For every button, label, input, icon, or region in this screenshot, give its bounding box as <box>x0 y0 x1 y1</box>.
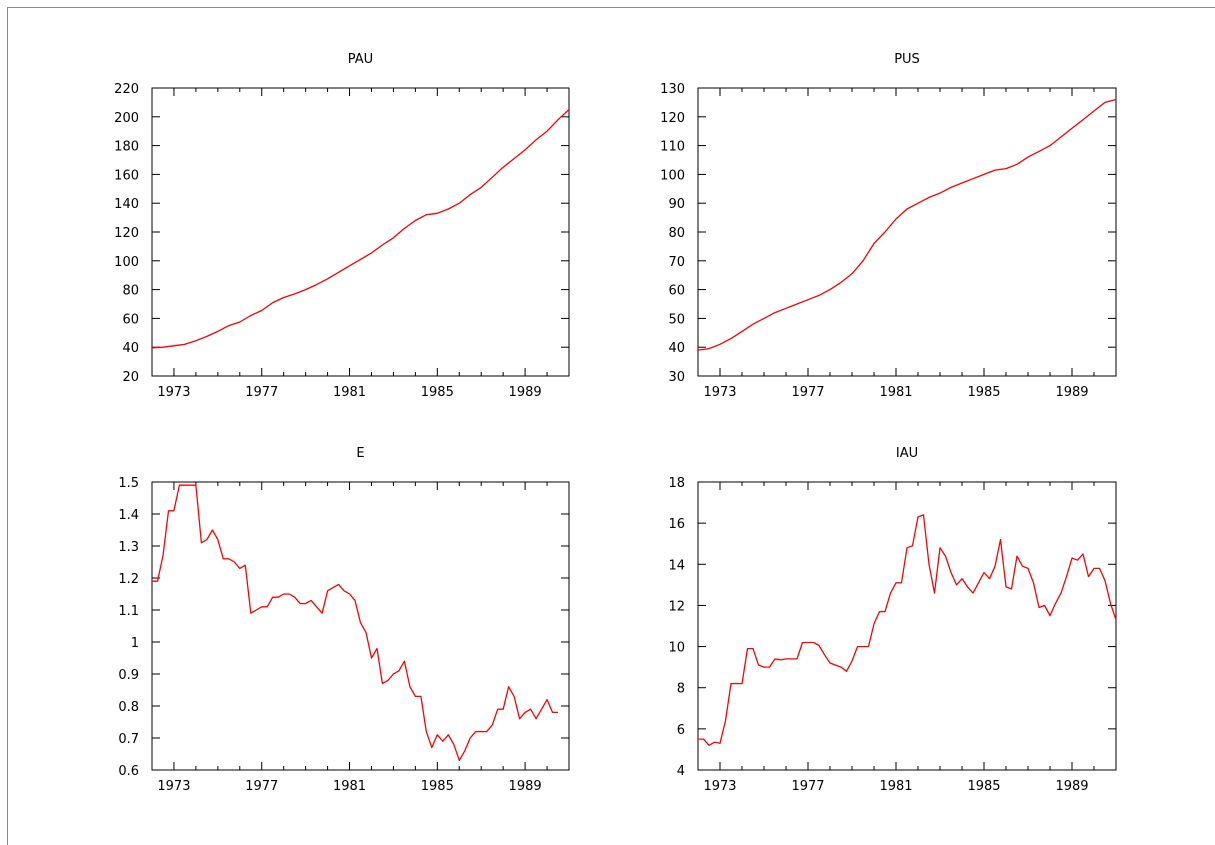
x-tick-label: 1989 <box>1055 779 1088 794</box>
x-tick-label: 1973 <box>157 779 190 794</box>
y-tick-label: 200 <box>114 111 139 126</box>
y-tick-label: 1 <box>131 636 139 651</box>
y-tick-label: 60 <box>122 312 139 327</box>
chart-panel-4: IAU 4 6 8 10 12 14 16 18 1973 1977 1981 1985 1989 <box>668 446 1117 794</box>
chart-panel-2: PUS 30 40 50 60 70 80 90 100 110 120 130 1973 1977 198… <box>660 52 1117 400</box>
chart-title: E <box>356 446 364 461</box>
y-tick-label: 120 <box>660 111 685 126</box>
x-tick-label: 1985 <box>967 385 1000 400</box>
y-tick-label: 14 <box>668 558 685 573</box>
y-tick-label: 1.5 <box>118 476 139 491</box>
x-tick-label: 1977 <box>245 779 278 794</box>
y-tick-label: 10 <box>668 641 685 656</box>
plot-frame <box>697 481 1117 771</box>
y-tick-label: 40 <box>668 341 685 356</box>
y-tick-label: 16 <box>668 517 685 532</box>
y-tick-label: 60 <box>668 284 685 299</box>
y-tick-label: 6 <box>677 723 685 738</box>
plot-frame <box>151 481 570 771</box>
x-tick-label: 1973 <box>157 385 190 400</box>
x-tick-label: 1985 <box>967 779 1000 794</box>
chart-title: PAU <box>348 52 373 67</box>
series-line-iau <box>698 514 1117 746</box>
series-line-e <box>152 484 558 762</box>
chart-title: IAU <box>896 446 918 461</box>
y-tick-label: 30 <box>668 370 685 385</box>
y-tick-label: 90 <box>668 197 685 212</box>
chart-window <box>7 7 1215 845</box>
x-tick-label: 1981 <box>333 779 366 794</box>
y-tick-label: 100 <box>660 168 685 183</box>
y-tick-label: 12 <box>668 599 685 614</box>
y-tick-label: 0.7 <box>118 732 139 747</box>
y-tick-label: 1.3 <box>118 540 139 555</box>
x-tick-label: 1985 <box>421 779 454 794</box>
y-tick-label: 160 <box>114 168 139 183</box>
x-tick-label: 1981 <box>879 385 912 400</box>
y-tick-label: 4 <box>677 764 685 779</box>
chart-title: PUS <box>894 52 920 67</box>
y-tick-label: 140 <box>114 197 139 212</box>
x-tick-label: 1973 <box>703 385 736 400</box>
y-tick-label: 18 <box>668 476 685 491</box>
y-tick-label: 50 <box>668 312 685 327</box>
x-tick-label: 1977 <box>791 385 824 400</box>
y-tick-label: 120 <box>114 226 139 241</box>
y-tick-label: 1.4 <box>118 508 139 523</box>
y-tick-label: 180 <box>114 140 139 155</box>
chart-panel-3: E 0.6 0.7 0.8 0.9 1 1.1 1.2 1.3 1.4 1.5 1973 1977 198… <box>118 446 570 794</box>
x-tick-label: 1985 <box>421 385 454 400</box>
x-tick-label: 1989 <box>509 385 542 400</box>
y-tick-label: 8 <box>677 682 685 697</box>
x-tick-label: 1989 <box>1055 385 1088 400</box>
y-tick-label: 220 <box>114 82 139 97</box>
y-tick-label: 70 <box>668 255 685 270</box>
series-line-pus <box>697 98 1117 351</box>
y-tick-label: 1.1 <box>118 604 139 619</box>
y-tick-label: 0.9 <box>118 668 139 683</box>
y-tick-label: 0.6 <box>118 764 139 779</box>
y-tick-label: 0.8 <box>118 700 139 715</box>
y-tick-label: 110 <box>660 140 685 155</box>
y-tick-label: 80 <box>668 226 685 241</box>
x-tick-label: 1981 <box>879 779 912 794</box>
y-tick-label: 130 <box>660 82 685 97</box>
y-tick-label: 80 <box>122 284 139 299</box>
x-tick-label: 1981 <box>333 385 366 400</box>
y-tick-label: 1.2 <box>118 572 139 587</box>
x-tick-label: 1973 <box>703 779 736 794</box>
x-tick-label: 1989 <box>509 779 542 794</box>
x-tick-label: 1977 <box>245 385 278 400</box>
y-tick-label: 100 <box>114 255 139 270</box>
y-tick-label: 40 <box>122 341 139 356</box>
series-line-pau <box>151 109 570 349</box>
plot-frame <box>697 87 1117 377</box>
x-tick-label: 1977 <box>791 779 824 794</box>
y-tick-label: 20 <box>122 370 139 385</box>
chart-panel-1: PAU 20 40 60 80 100 120 140 160 180 200 220 1973 1977… <box>114 52 570 400</box>
